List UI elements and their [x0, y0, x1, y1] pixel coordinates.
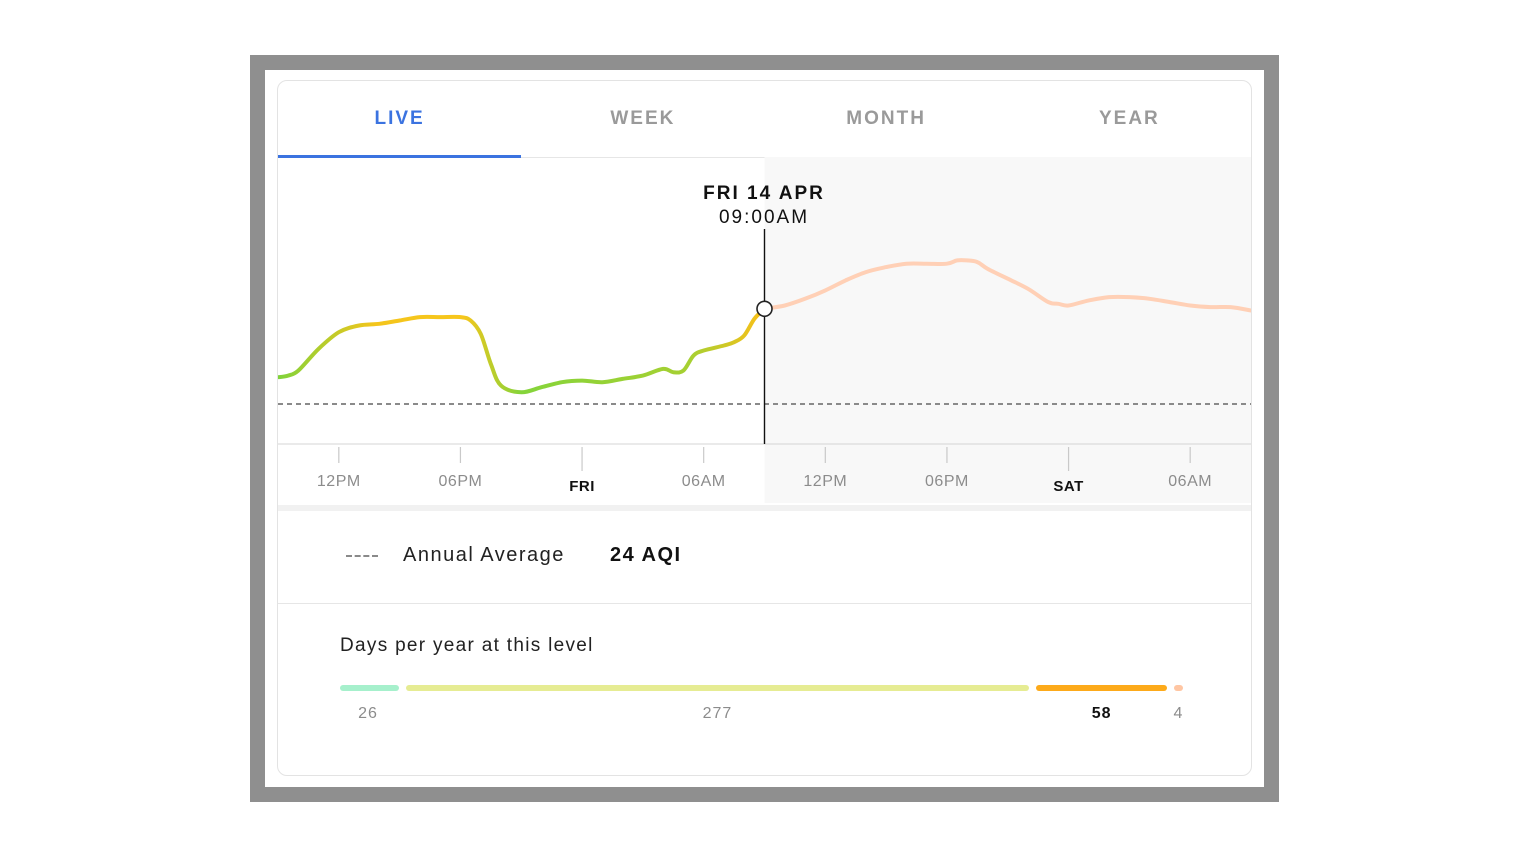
x-tick-label: 06AM	[1168, 473, 1212, 490]
annual-average-label: Annual Average	[403, 544, 565, 566]
cursor-time: 09:00AM	[719, 207, 809, 228]
annual-average-value: 24 AQI	[610, 544, 682, 566]
aqi-line-chart[interactable]: 12PM 06PM FRI 06AM 12PM 06PM SAT 06AM FRI 14 AP…	[278, 157, 1251, 511]
days-count-unhealthy: 4	[1173, 705, 1184, 722]
forecast-background	[764, 157, 1251, 503]
cursor-dot[interactable]	[756, 300, 773, 318]
x-tick-label: 12PM	[803, 473, 847, 490]
x-tick-label: FRI	[569, 478, 595, 495]
chart-divider	[278, 505, 1251, 511]
aqi-history-card: LIVE WEEK MONTH YEAR	[277, 80, 1252, 776]
days-count-moderate: 277	[702, 705, 733, 722]
days-bar-good	[340, 685, 399, 691]
days-bar-moderate	[405, 685, 1030, 691]
tab-month[interactable]: MONTH	[846, 108, 926, 129]
frame-inner: LIVE WEEK MONTH YEAR	[265, 70, 1264, 787]
days-per-year-title: Days per year at this level	[340, 635, 594, 656]
x-axis-ticks: 12PM 06PM FRI 06AM 12PM 06PM SAT 06AM	[317, 447, 1212, 495]
x-tick-label: 06PM	[439, 473, 483, 490]
screenshot-frame: LIVE WEEK MONTH YEAR	[250, 55, 1279, 802]
forecast-aqi-series	[762, 258, 1251, 313]
tab-week[interactable]: WEEK	[610, 108, 676, 129]
dashed-line-icon	[346, 555, 378, 557]
x-tick-label: 12PM	[317, 473, 361, 490]
past-aqi-series	[278, 306, 767, 395]
x-tick-label: 06PM	[925, 473, 969, 490]
days-count-good: 26	[358, 705, 378, 722]
cursor-date: FRI 14 APR	[703, 183, 825, 204]
time-range-tabs: LIVE WEEK MONTH YEAR	[278, 81, 1251, 158]
x-tick-label: 06AM	[682, 473, 726, 490]
tab-year[interactable]: YEAR	[1098, 108, 1160, 129]
days-per-year-bars: 26 277 58 4	[278, 681, 1251, 722]
x-tick-label: SAT	[1053, 478, 1083, 495]
days-count-unhealthy-sensitive: 58	[1091, 705, 1112, 722]
chart-svg[interactable]: 12PM 06PM FRI 06AM 12PM 06PM SAT 06AM FRI 14 AP…	[278, 157, 1251, 507]
annual-average-legend: Annual Average 24 AQI	[278, 511, 1251, 604]
days-bar-unhealthy	[1173, 685, 1183, 691]
tab-live[interactable]: LIVE	[278, 81, 522, 158]
days-bar-unhealthy-sensitive	[1036, 685, 1167, 691]
